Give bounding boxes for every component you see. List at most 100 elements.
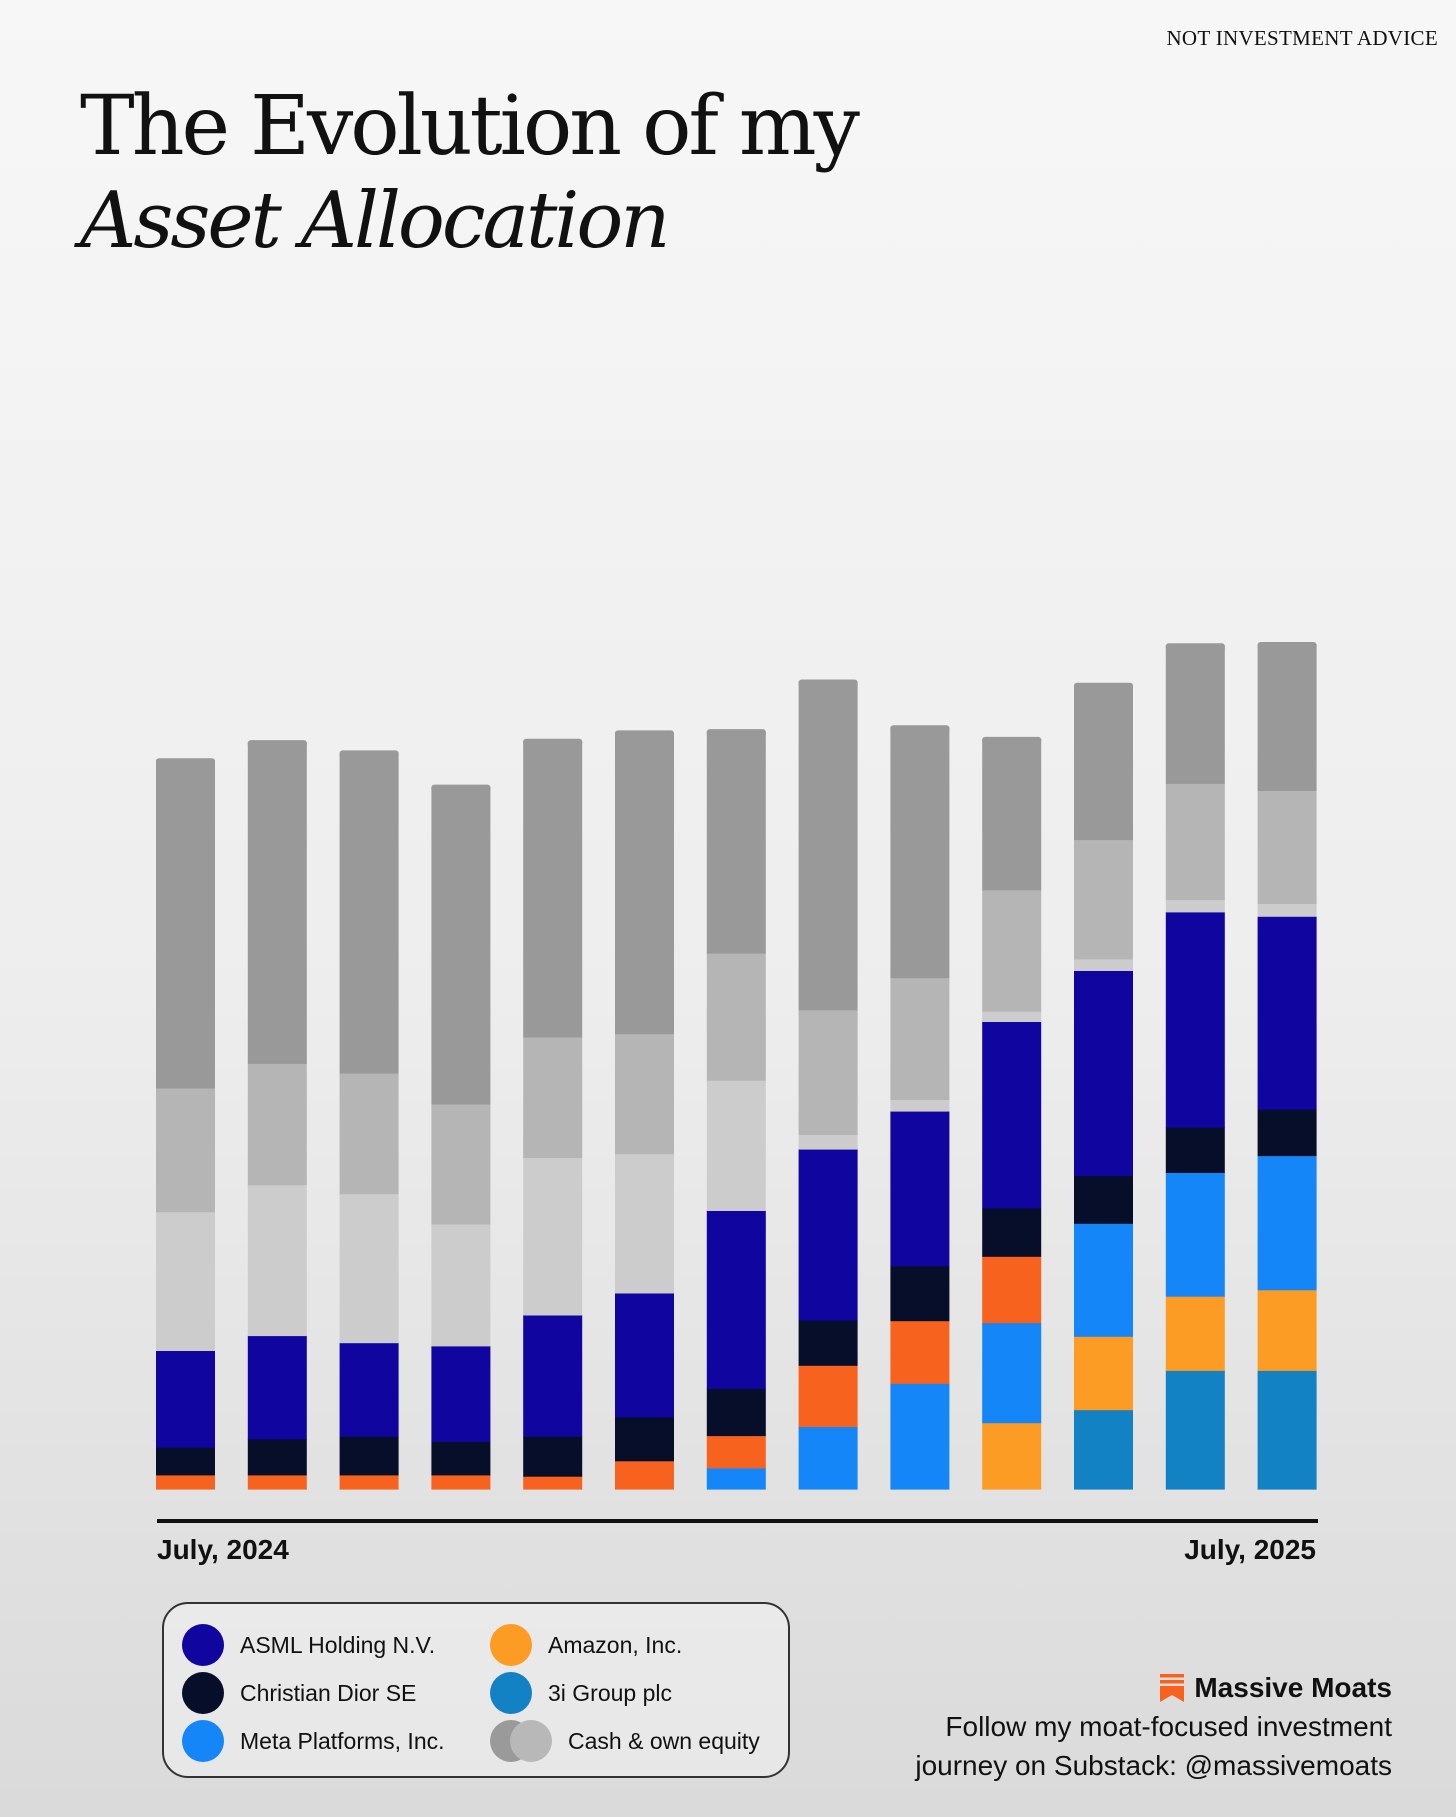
bar-segment-amazon-inc — [1257, 1289, 1317, 1371]
bar-segment-cash-own-equity-light — [431, 1223, 491, 1347]
bar-3 — [339, 750, 399, 1490]
bar-segment-cash-own-equity-mid — [247, 1063, 307, 1186]
brand-block: Massive Moats Follow my moat-focused inv… — [915, 1672, 1392, 1782]
bar-segment-asml-holding-n-v — [706, 1210, 766, 1389]
legend-label: Meta Platforms, Inc. — [240, 1727, 445, 1754]
bar-12 — [1165, 643, 1225, 1490]
bar-segment-cash-own-equity-light — [798, 1134, 858, 1150]
bar-segment-asml-holding-n-v — [339, 1342, 399, 1437]
bar-segment-meta-platforms-inc — [1165, 1172, 1225, 1297]
bar-segment-cash-own-equity-mid — [1074, 839, 1133, 960]
bar-segment-asml-holding-n-v — [156, 1350, 215, 1448]
bar-segment-3i-group-plc — [1165, 1370, 1225, 1490]
bar-segment-orange-holding — [706, 1435, 766, 1469]
bar-segment-christian-dior-se — [247, 1438, 307, 1476]
bar-segment-cash-own-equity-dark — [339, 752, 399, 1074]
x-axis-start-label: July, 2024 — [157, 1534, 289, 1565]
bar-segment-cash-own-equity-dark — [1165, 645, 1225, 784]
bar-segment-asml-holding-n-v — [1165, 911, 1225, 1128]
bar-segment-meta-platforms-inc — [890, 1383, 950, 1490]
meta-swatch — [182, 1720, 224, 1762]
bar-top-cap — [1257, 642, 1317, 650]
bar-segment-cash-own-equity-light — [706, 1080, 766, 1211]
bar-segment-christian-dior-se — [156, 1447, 215, 1476]
bar-segment-amazon-inc — [1074, 1336, 1133, 1411]
legend-label: Christian Dior SE — [240, 1679, 417, 1706]
bar-top-cap — [523, 738, 583, 747]
bar-segment-cash-own-equity-dark — [1257, 644, 1317, 791]
bar-segment-amazon-inc — [1165, 1296, 1225, 1371]
amazon-swatch — [490, 1624, 532, 1666]
bar-segment-cash-own-equity-light — [982, 1011, 1042, 1022]
bar-segment-cash-own-equity-mid — [156, 1087, 215, 1213]
bar-top-cap — [247, 740, 307, 749]
bar-segment-cash-own-equity-mid — [615, 1033, 674, 1155]
bar-segment-asml-holding-n-v — [431, 1345, 491, 1442]
bar-segment-christian-dior-se — [890, 1265, 950, 1322]
bar-segment-asml-holding-n-v — [615, 1292, 674, 1418]
bar-segment-christian-dior-se — [615, 1416, 674, 1462]
legend-item-dior: Christian Dior SE — [182, 1672, 416, 1714]
bar-segment-cash-own-equity-light — [339, 1193, 399, 1344]
bar-segment-christian-dior-se — [706, 1388, 766, 1437]
bar-segment-meta-platforms-inc — [1074, 1223, 1133, 1337]
bar-top-cap — [1074, 682, 1133, 691]
bar-6 — [615, 730, 674, 1490]
bar-segment-orange-holding — [247, 1474, 307, 1490]
bar-segment-christian-dior-se — [339, 1436, 399, 1476]
bar-segment-asml-holding-n-v — [982, 1021, 1042, 1209]
legend-item-cash: Cash & own equity — [490, 1720, 760, 1762]
bar-segment-cash-own-equity-light — [615, 1153, 674, 1294]
asml-swatch — [182, 1624, 224, 1666]
bar-segment-christian-dior-se — [982, 1207, 1042, 1257]
bar-segment-cash-own-equity-mid — [982, 889, 1042, 1012]
bar-segment-cash-own-equity-mid — [1257, 790, 1317, 904]
bar-segment-cash-own-equity-mid — [431, 1103, 491, 1225]
bar-segment-cash-own-equity-light — [890, 1099, 950, 1112]
title-line-1: The Evolution of my — [80, 79, 860, 174]
bar-top-cap — [615, 730, 674, 739]
bar-segment-3i-group-plc — [1074, 1409, 1133, 1490]
x-axis-end-label: July, 2025 — [1184, 1534, 1316, 1565]
bar-segment-asml-holding-n-v — [1074, 970, 1133, 1177]
bar-segment-cash-own-equity-dark — [615, 732, 674, 1035]
bar-top-cap — [1165, 643, 1225, 652]
brand-tagline-1: Follow my moat-focused investment — [945, 1711, 1392, 1742]
bar-segment-asml-holding-n-v — [1257, 916, 1317, 1110]
bar-13 — [1257, 642, 1317, 1490]
legend-label: 3i Group plc — [548, 1679, 673, 1706]
bar-segment-cash-own-equity-light — [1257, 903, 1317, 917]
disclaimer: NOT INVESTMENT ADVICE — [1166, 26, 1438, 50]
bar-segment-meta-platforms-inc — [1257, 1155, 1317, 1291]
bar-top-cap — [339, 750, 399, 759]
bar-top-cap — [156, 758, 215, 767]
bar-segment-christian-dior-se — [798, 1320, 858, 1366]
legend: ASML Holding N.V. Christian Dior SE Meta… — [162, 1602, 790, 1778]
brand-name: Massive Moats — [1194, 1672, 1392, 1703]
bar-segment-christian-dior-se — [1257, 1109, 1317, 1157]
bar-segment-orange-holding — [339, 1474, 399, 1490]
bar-segment-cash-own-equity-light — [156, 1211, 215, 1351]
bar-segment-cash-own-equity-dark — [1074, 684, 1133, 841]
bar-segment-cash-own-equity-mid — [890, 977, 950, 1100]
bar-segment-cash-own-equity-mid — [1165, 783, 1225, 901]
bar-4 — [431, 784, 491, 1490]
bar-segment-3i-group-plc — [1257, 1370, 1317, 1490]
bar-segment-cash-own-equity-dark — [706, 731, 766, 954]
bar-segment-cash-own-equity-dark — [798, 681, 858, 1011]
bar-segment-cash-own-equity-dark — [982, 738, 1042, 891]
bar-segment-orange-holding — [156, 1474, 215, 1490]
bar-segment-cash-own-equity-light — [1074, 958, 1133, 971]
bar-segment-cash-own-equity-light — [247, 1184, 307, 1337]
bar-segment-cash-own-equity-dark — [523, 740, 583, 1038]
legend-item-asml: ASML Holding N.V. — [182, 1624, 435, 1666]
bar-segment-cash-own-equity-light — [1165, 899, 1225, 913]
dior-swatch — [182, 1672, 224, 1714]
bar-top-cap — [982, 736, 1042, 745]
bar-top-cap — [890, 725, 950, 734]
bar-segment-asml-holding-n-v — [798, 1149, 858, 1321]
chart-title: The Evolution of my Asset Allocation — [80, 79, 860, 268]
substack-bookmark-icon — [1160, 1674, 1185, 1702]
bar-segment-cash-own-equity-dark — [431, 786, 491, 1105]
bar-top-cap — [431, 784, 491, 793]
